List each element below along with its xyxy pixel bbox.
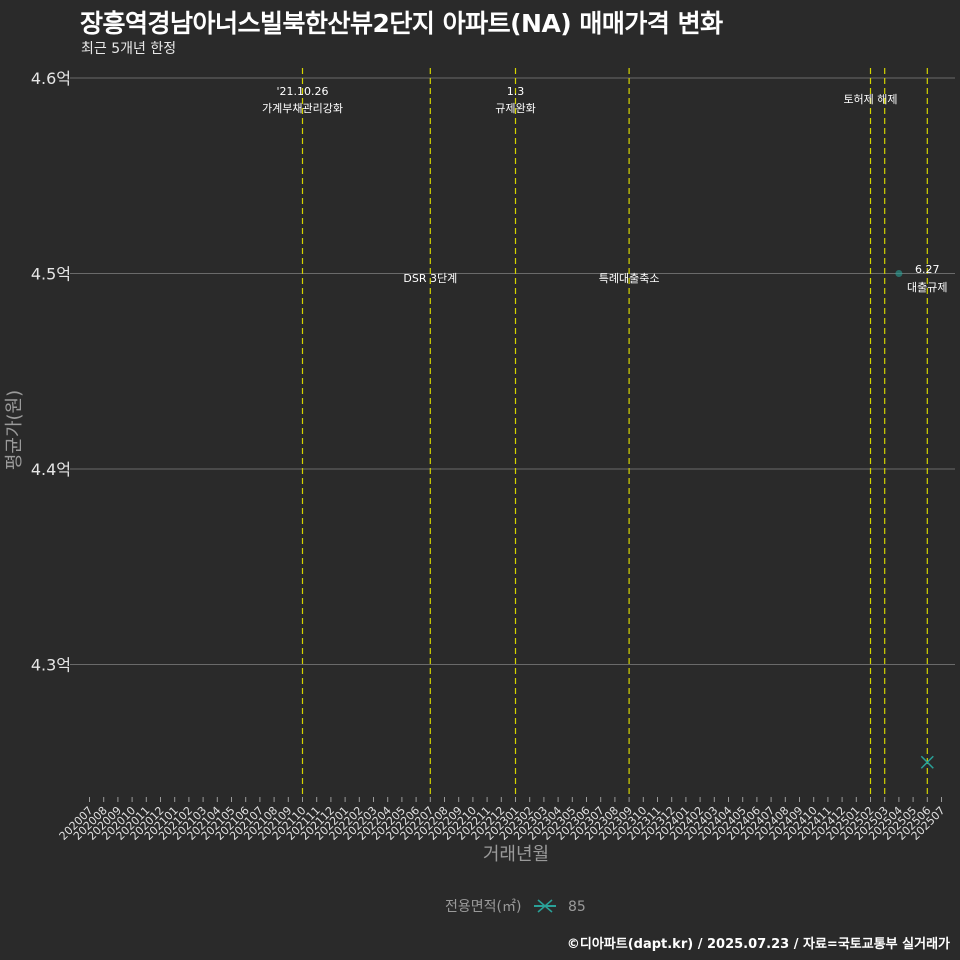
y-tick-label: 4.3억 (31, 656, 71, 675)
chart-subtitle: 최근 5개년 한정 (81, 41, 177, 57)
data-point-dot (895, 270, 903, 277)
y-axis-title: 평균가(원) (4, 390, 25, 470)
chart-title: 장흥역경남아너스빌북한산뷰2단지 아파트(NA) 매매가격 변화 (80, 9, 723, 38)
source-caption: ©디아파트(dapt.kr) / 2025.07.23 / 자료=국토교통부 실… (566, 937, 950, 952)
legend-title: 전용면적(㎡) (445, 899, 521, 915)
x-axis-ticks: 2020072020082020092020102020112020122021… (57, 797, 948, 843)
event-label: 규제완화 (495, 102, 535, 115)
data-point-x-marker (920, 755, 934, 769)
y-tick-label: 4.6억 (31, 69, 71, 88)
legend-label-85: 85 (568, 899, 586, 915)
legend-key-x-line-icon (534, 899, 556, 913)
event-label: 가계부채관리강화 (262, 102, 343, 115)
event-label: 특례대출축소 (599, 272, 660, 285)
event-label: DSR 3단계 (403, 272, 457, 285)
event-label: 대출규제 (907, 281, 947, 294)
x-axis-title: 거래년월 (483, 844, 549, 865)
y-tick-label: 4.4억 (31, 460, 71, 479)
y-tick-label: 4.5억 (31, 265, 71, 284)
event-date-label: '21.10.26 (276, 85, 328, 98)
y-axis-ticks: 4.3억 4.4억 4.5억 4.6억 (31, 69, 75, 675)
legend: 전용면적(㎡) 85 (445, 899, 586, 915)
event-date-label: 1.3 (507, 85, 525, 98)
data-points (895, 270, 934, 769)
event-date-label: 6.27 (915, 263, 940, 276)
event-label: 토허제 해제 (843, 92, 897, 106)
